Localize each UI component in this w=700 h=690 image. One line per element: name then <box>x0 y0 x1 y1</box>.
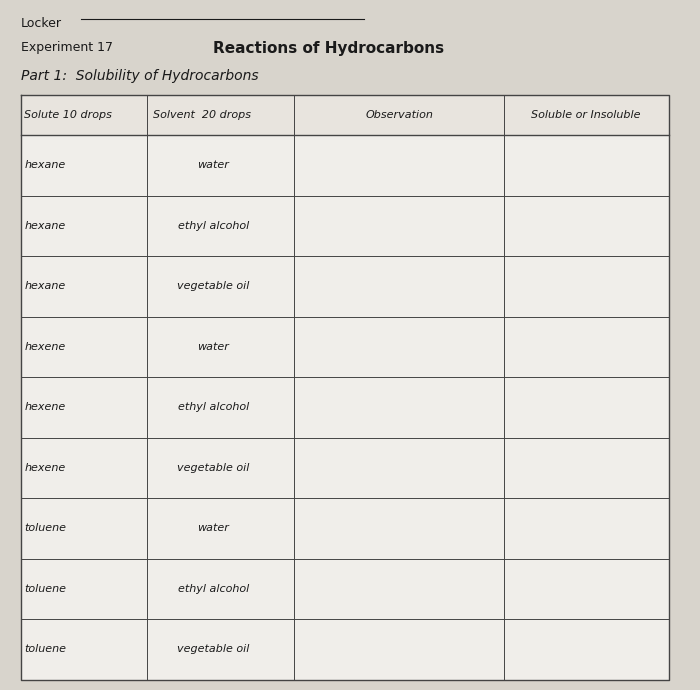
Text: vegetable oil: vegetable oil <box>177 644 249 654</box>
Text: hexene: hexene <box>25 463 66 473</box>
Text: Observation: Observation <box>365 110 433 120</box>
Text: water: water <box>197 342 229 352</box>
Bar <box>21 95 668 135</box>
Text: Solute 10 drops: Solute 10 drops <box>25 110 113 120</box>
Text: toluene: toluene <box>25 584 66 594</box>
Text: Soluble or Insoluble: Soluble or Insoluble <box>531 110 641 120</box>
Text: hexane: hexane <box>25 282 66 291</box>
Text: hexene: hexene <box>25 342 66 352</box>
Text: hexene: hexene <box>25 402 66 413</box>
Text: Locker: Locker <box>21 17 62 30</box>
Text: vegetable oil: vegetable oil <box>177 463 249 473</box>
Text: water: water <box>197 161 229 170</box>
Text: Solvent  20 drops: Solvent 20 drops <box>153 110 251 120</box>
Text: ethyl alcohol: ethyl alcohol <box>178 402 248 413</box>
Text: ethyl alcohol: ethyl alcohol <box>178 221 248 231</box>
Text: Part 1:  Solubility of Hydrocarbons: Part 1: Solubility of Hydrocarbons <box>21 69 258 83</box>
Text: ethyl alcohol: ethyl alcohol <box>178 584 248 594</box>
Text: Reactions of Hydrocarbons: Reactions of Hydrocarbons <box>214 41 444 57</box>
Text: water: water <box>197 524 229 533</box>
Text: Experiment 17: Experiment 17 <box>21 41 113 55</box>
Text: toluene: toluene <box>25 524 66 533</box>
Bar <box>21 95 668 680</box>
Text: hexane: hexane <box>25 161 66 170</box>
Text: hexane: hexane <box>25 221 66 231</box>
Text: toluene: toluene <box>25 644 66 654</box>
Text: vegetable oil: vegetable oil <box>177 282 249 291</box>
